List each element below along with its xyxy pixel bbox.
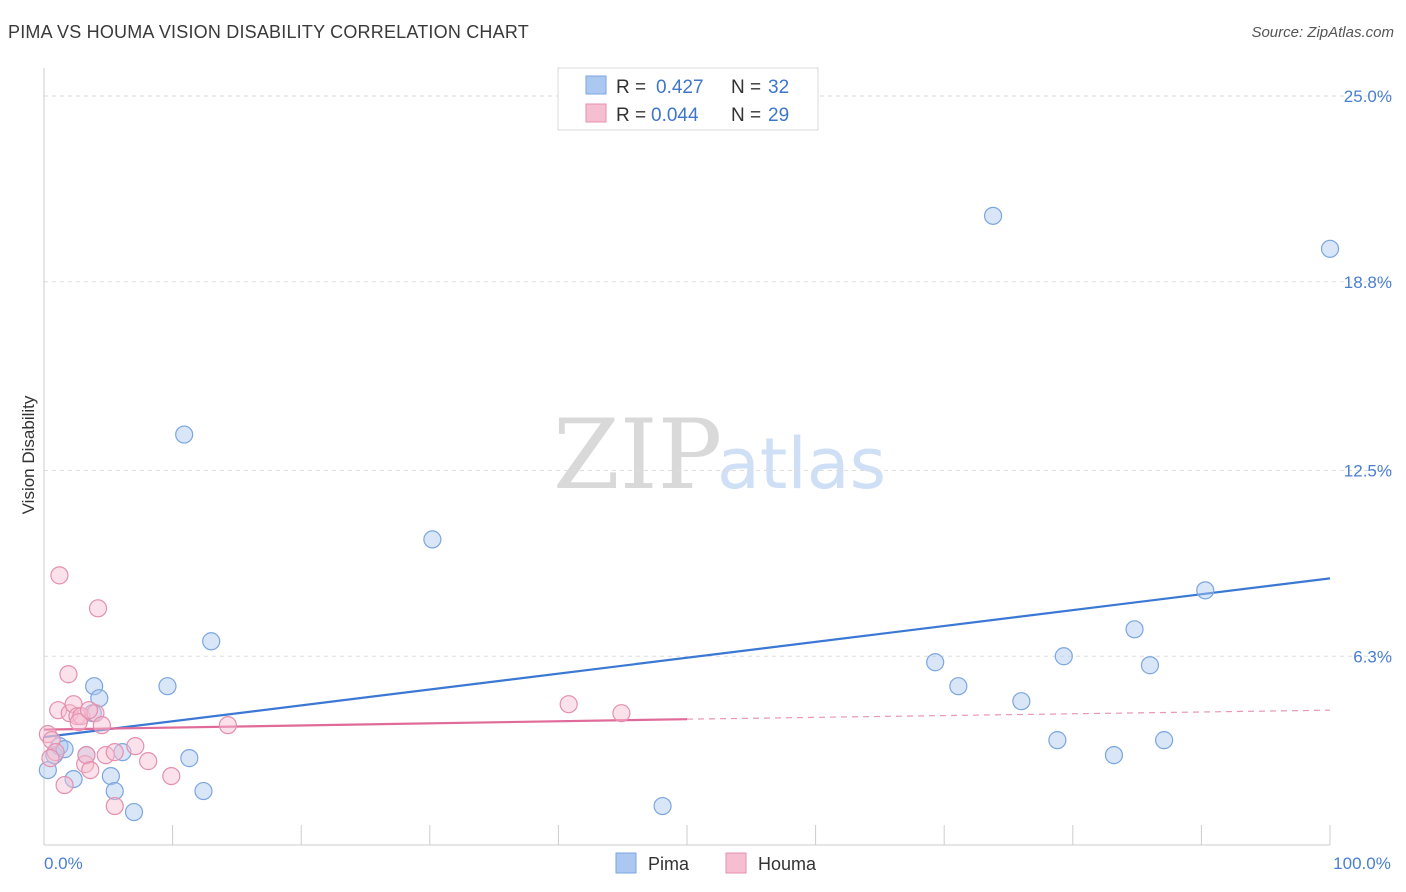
watermark-zip: ZIP — [553, 399, 722, 511]
point-pima — [158, 677, 177, 696]
point-pima — [38, 760, 57, 780]
point-pima — [124, 802, 144, 822]
point-pima — [85, 677, 104, 696]
legend-bottom-label-pima: Pima — [648, 854, 690, 874]
y-axis-label: Vision Disability — [19, 395, 38, 514]
point-houma — [69, 713, 88, 732]
x-tick-label: 0.0% — [44, 854, 83, 873]
point-houma — [139, 752, 158, 771]
point-pima — [1054, 647, 1073, 666]
trend-line-dashed-houma — [686, 709, 1331, 720]
legend-n-label: N = — [731, 105, 761, 126]
point-houma — [105, 796, 124, 816]
legend-n-value: 29 — [768, 105, 789, 126]
point-pima — [1155, 731, 1174, 750]
legend-row-houma: R = 0.044 N = 29 — [585, 103, 789, 126]
point-pima — [175, 425, 194, 444]
point-houma — [41, 749, 60, 768]
legend-top: R = 0.427 N = 32 R = 0.044 N = 29 — [557, 67, 819, 131]
y-tick-label: 6.3% — [1353, 647, 1392, 666]
point-houma — [612, 704, 631, 723]
point-pima — [1320, 239, 1340, 258]
point-houma — [59, 665, 78, 684]
legend-r-value: 0.044 — [651, 105, 699, 126]
point-pima — [1140, 656, 1160, 675]
point-pima — [423, 530, 442, 549]
point-houma — [81, 760, 100, 780]
legend-bottom: Pima Houma — [615, 852, 817, 874]
legend-row-pima: R = 0.427 N = 32 — [585, 75, 789, 98]
point-pima — [180, 749, 199, 768]
tick-labels: 6.3% 12.5% 18.8% 25.0% 0.0% 100.0% — [44, 87, 1392, 873]
point-pima — [1125, 620, 1144, 639]
point-pima — [1048, 731, 1067, 750]
watermark: ZIP atlas — [553, 399, 886, 511]
chart-source: Source: ZipAtlas.com — [1251, 24, 1394, 41]
point-houma — [105, 743, 124, 762]
y-tick-label: 12.5% — [1344, 462, 1392, 481]
point-houma — [46, 743, 65, 762]
point-houma — [49, 701, 68, 720]
point-houma — [559, 695, 578, 714]
x-tick-label: 100.0% — [1333, 854, 1391, 873]
data-points — [38, 206, 1340, 822]
point-pima — [1104, 746, 1124, 765]
legend-n-label: N = — [731, 77, 761, 98]
y-tick-label: 25.0% — [1344, 87, 1392, 106]
legend-r-label: R = — [616, 77, 646, 98]
point-pima — [1012, 692, 1031, 711]
point-pima — [194, 781, 213, 801]
legend-bottom-swatch-houma — [725, 852, 747, 874]
chart-title: PIMA VS HOUMA VISION DISABILITY CORRELAT… — [8, 22, 529, 42]
point-pima — [983, 206, 1003, 225]
point-houma — [68, 707, 87, 726]
axes — [43, 68, 1331, 846]
trend-lines — [43, 577, 1331, 739]
legend-r-label: R = — [616, 105, 646, 126]
point-houma — [77, 746, 96, 765]
trend-line-pima — [43, 577, 1331, 739]
point-houma — [50, 566, 69, 585]
point-houma — [79, 701, 99, 720]
legend-bottom-label-houma: Houma — [758, 854, 817, 874]
legend-r-value: 0.427 — [656, 77, 704, 98]
point-houma — [92, 716, 111, 735]
point-pima — [949, 677, 968, 696]
y-tick-label: 18.8% — [1344, 273, 1392, 292]
point-pima — [202, 632, 221, 651]
point-pima — [64, 769, 83, 789]
point-pima — [105, 781, 124, 801]
legend-swatch-houma — [585, 103, 607, 123]
point-houma — [162, 766, 181, 786]
legend-bottom-swatch-pima — [615, 852, 637, 874]
point-pima — [90, 689, 109, 708]
point-houma — [55, 775, 74, 795]
point-houma — [42, 731, 61, 750]
point-houma — [218, 716, 237, 735]
point-pima — [101, 766, 120, 786]
legend-n-value: 32 — [768, 77, 789, 98]
point-houma — [88, 599, 108, 618]
legend-swatch-pima — [585, 75, 607, 95]
watermark-atlas: atlas — [717, 423, 886, 505]
point-pima — [653, 796, 672, 816]
grid-lines — [44, 95, 1392, 657]
point-pima — [1196, 581, 1215, 600]
point-pima — [926, 653, 945, 672]
point-houma — [126, 737, 145, 756]
trend-line-houma — [43, 718, 688, 731]
